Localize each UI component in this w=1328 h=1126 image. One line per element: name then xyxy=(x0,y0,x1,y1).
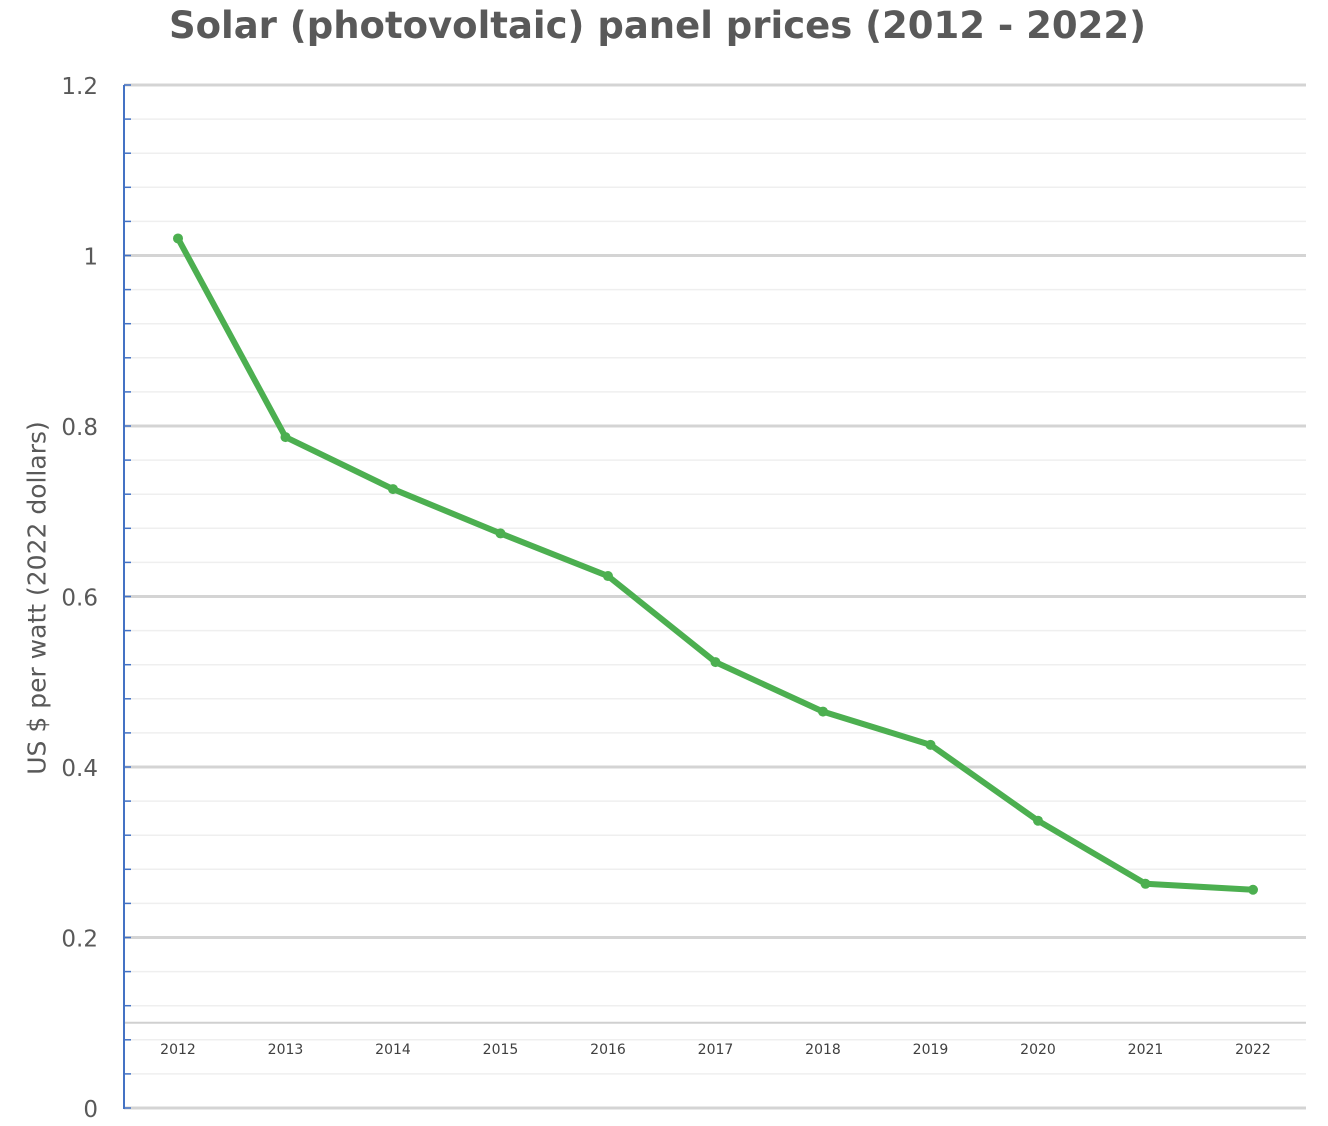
y-tick-label: 0.8 xyxy=(61,415,98,441)
x-tick-label: 2018 xyxy=(805,1042,841,1058)
data-point xyxy=(1033,815,1043,826)
x-tick-label: 2020 xyxy=(1020,1042,1056,1058)
data-point xyxy=(603,571,613,582)
x-tick-label: 2015 xyxy=(483,1042,519,1058)
x-tick-label: 2017 xyxy=(698,1042,734,1058)
y-tick-label: 0.4 xyxy=(61,756,98,782)
data-point xyxy=(280,432,291,443)
x-tick-label: 2022 xyxy=(1235,1042,1271,1058)
data-point xyxy=(495,528,506,539)
x-tick-label: 2021 xyxy=(1128,1042,1164,1058)
data-point xyxy=(1140,878,1151,889)
y-tick-label: 1 xyxy=(83,245,98,271)
series-line xyxy=(175,235,1256,893)
data-point xyxy=(925,739,936,750)
data-point xyxy=(173,233,183,244)
x-tick-label: 2013 xyxy=(268,1042,304,1058)
y-tick-label: 1.2 xyxy=(61,74,98,100)
y-tick-label: 0.2 xyxy=(61,927,98,953)
data-point xyxy=(818,706,828,717)
data-point xyxy=(710,657,721,668)
chart-title: Solar (photovoltaic) panel prices (2012 … xyxy=(168,4,1147,47)
y-tick-label: 0.6 xyxy=(61,586,98,612)
x-tick-label: 2016 xyxy=(590,1042,626,1058)
x-tick-label: 2014 xyxy=(375,1042,411,1058)
x-tick-label: 2012 xyxy=(160,1042,196,1058)
data-point xyxy=(1248,884,1258,895)
x-tick-label: 2019 xyxy=(913,1042,949,1058)
data-point xyxy=(388,484,398,495)
y-tick-label: 0 xyxy=(83,1097,98,1123)
